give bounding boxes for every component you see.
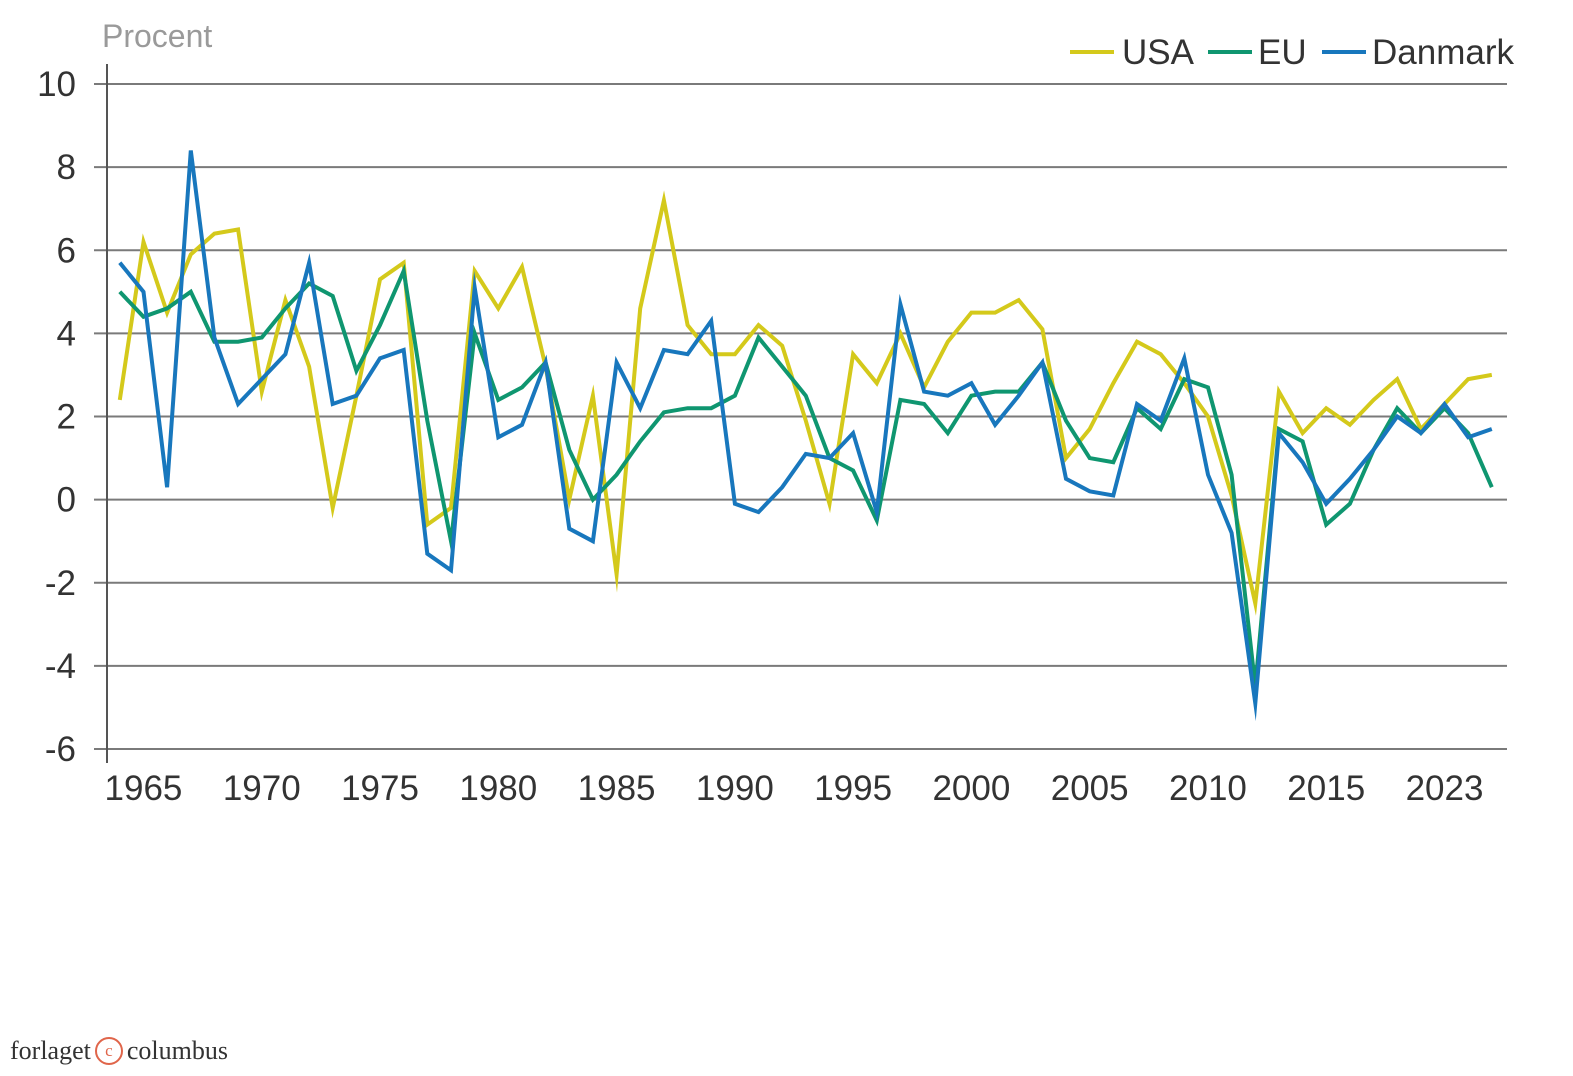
- x-tick-label: 2005: [1051, 769, 1129, 808]
- credit-text-before: forlaget: [10, 1036, 91, 1065]
- x-tick-label: 1985: [578, 769, 656, 808]
- series-line-danmark: [118, 150, 1493, 722]
- y-tick-label: 10: [37, 65, 76, 104]
- x-tick-label: 2023: [1406, 769, 1484, 808]
- y-tick-label: -2: [45, 564, 76, 603]
- x-axis-ticks: 1965 1970 1975 1980 1985 1990 1995 2000 2005 2010…: [105, 769, 1484, 808]
- x-tick-label: 1965: [105, 769, 183, 808]
- x-tick-label: 1995: [814, 769, 892, 808]
- y-tick-label: 0: [57, 481, 76, 520]
- y-tick-label: -4: [45, 647, 76, 686]
- y-tick-label: 6: [57, 231, 76, 270]
- x-tick-label: 2010: [1169, 769, 1247, 808]
- publisher-credit: forlaget c columbus: [10, 1036, 228, 1067]
- credit-text-after: columbus: [126, 1036, 228, 1065]
- series-lines: [117, 150, 1494, 722]
- x-tick-label: 1980: [459, 769, 537, 808]
- y-axis-label: Procent: [102, 18, 212, 54]
- copyright-logo-icon: c: [94, 1037, 123, 1066]
- x-tick-label: 2015: [1287, 769, 1365, 808]
- series-line-usa: [117, 190, 1493, 616]
- y-tick-label: 4: [57, 314, 76, 353]
- y-tick-label: -6: [45, 730, 76, 769]
- x-tick-label: 1970: [223, 769, 301, 808]
- legend-label-usa: USA: [1122, 33, 1195, 72]
- legend: USA EU Danmark: [1070, 33, 1514, 72]
- legend-label-eu: EU: [1258, 33, 1307, 72]
- y-tick-label: 8: [57, 148, 76, 187]
- x-tick-label: 1975: [341, 769, 419, 808]
- x-tick-label: 2000: [932, 769, 1010, 808]
- x-tick-label: 1990: [696, 769, 774, 808]
- y-axis-ticks: 10 8 6 4 2 0 -2 -4 -6: [37, 65, 76, 769]
- legend-label-danmark: Danmark: [1372, 33, 1514, 72]
- y-tick-label: 2: [57, 398, 76, 437]
